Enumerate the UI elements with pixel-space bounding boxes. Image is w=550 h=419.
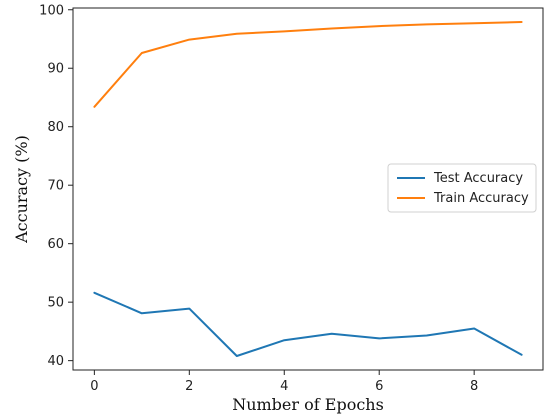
x-tick-label: 4 <box>280 379 288 394</box>
x-tick-label: 2 <box>185 379 193 394</box>
legend-label-train-accuracy: Train Accuracy <box>433 191 529 206</box>
y-tick-label: 100 <box>39 3 64 18</box>
x-tick-label: 0 <box>90 379 98 394</box>
y-tick-label: 40 <box>47 354 64 369</box>
y-axis-ticks: 40 50 60 70 80 90 100 <box>39 3 73 369</box>
x-tick-label: 6 <box>375 379 383 394</box>
x-tick-label: 8 <box>470 379 478 394</box>
x-axis-title: Number of Epochs <box>232 395 384 414</box>
legend-label-test-accuracy: Test Accuracy <box>433 171 523 186</box>
y-tick-label: 90 <box>47 62 64 77</box>
y-tick-label: 60 <box>47 237 64 252</box>
legend-box <box>387 163 537 213</box>
y-axis-title: Accuracy (%) <box>12 135 31 244</box>
series-layer <box>93 21 523 357</box>
y-tick-label: 70 <box>47 179 64 194</box>
x-axis-ticks: 0 2 4 6 8 <box>90 370 478 394</box>
series-line-train-accuracy <box>93 21 523 108</box>
plot-frame <box>72 7 544 371</box>
y-tick-label: 80 <box>47 120 64 135</box>
legend: Test Accuracy Train Accuracy <box>387 163 537 213</box>
series-line-test-accuracy <box>93 291 523 357</box>
y-tick-label: 50 <box>47 296 64 311</box>
